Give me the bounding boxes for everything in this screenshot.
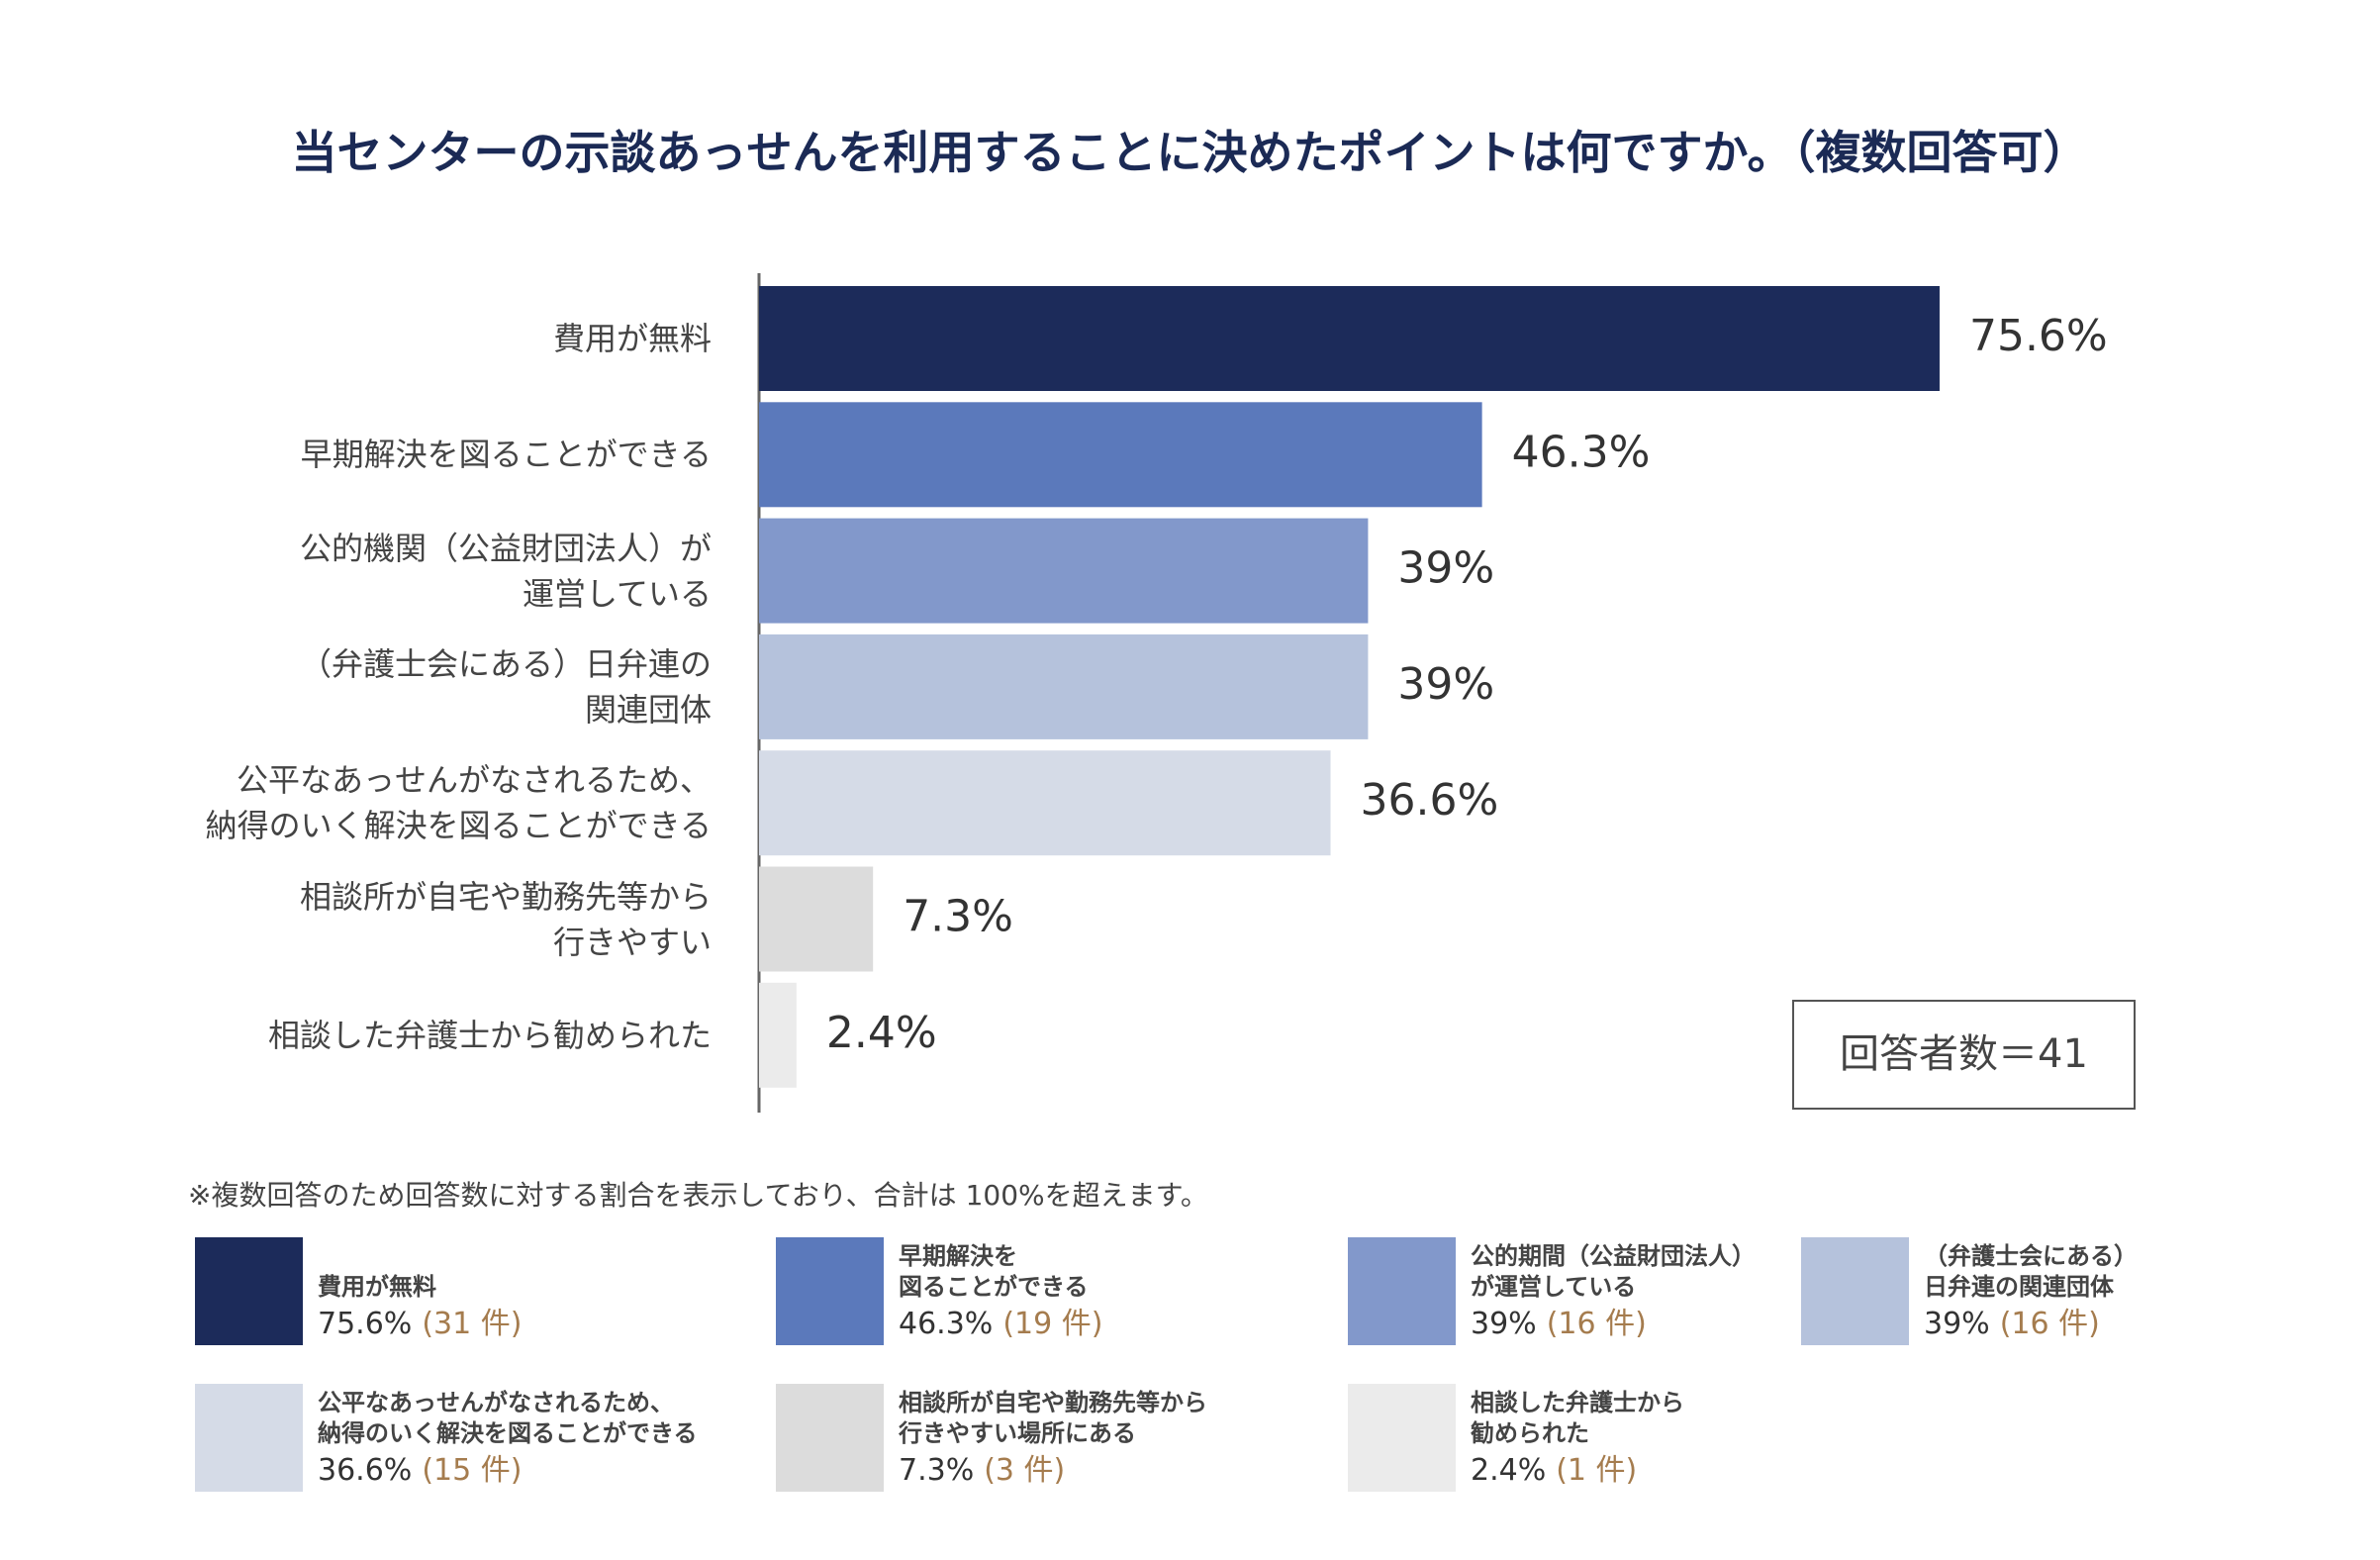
legend-name: 公的期間（公益財団法人） が運営している	[1471, 1237, 1756, 1303]
legend-value-row: 36.6% (15 件)	[318, 1451, 522, 1491]
bar	[759, 518, 1369, 624]
legend-value-row: 75.6% (31 件)	[318, 1305, 522, 1344]
legend-percent: 39%	[1471, 1307, 1537, 1341]
bar	[759, 982, 797, 1088]
legend-count: (16 件)	[1546, 1307, 1647, 1341]
legend-swatch	[1801, 1237, 1909, 1345]
legend-name-text: 公平なあっせんがなされるため、 納得のいく解決を図ることができる	[318, 1389, 698, 1447]
value-label: 2.4%	[826, 1008, 937, 1058]
category-label: 費用が無料	[552, 320, 712, 357]
legend-percent: 39%	[1924, 1307, 1990, 1341]
bar	[759, 286, 1940, 391]
bar	[759, 750, 1331, 856]
value-label: 75.6%	[1969, 311, 2108, 361]
bar	[759, 866, 874, 972]
legend-swatch	[195, 1384, 303, 1492]
legend-percent: 75.6%	[318, 1307, 413, 1341]
legend-value-row: 46.3% (19 件)	[899, 1305, 1102, 1344]
category-label: （弁護士会にある）日弁連の 関連団体	[299, 644, 712, 729]
legend-swatch	[776, 1384, 884, 1492]
legend-value-row: 39% (16 件)	[1471, 1305, 1647, 1344]
legend-swatch	[1348, 1384, 1456, 1492]
value-label: 39%	[1397, 543, 1494, 594]
legend-name-text: 公的期間（公益財団法人） が運営している	[1471, 1242, 1756, 1301]
legend-count: (31 件)	[422, 1307, 523, 1341]
legend-value-row: 39% (16 件)	[1924, 1305, 2100, 1344]
legend-name: （弁護士会にある） 日弁連の関連団体	[1924, 1237, 2138, 1303]
category-label: 相談した弁護士から勧められた	[267, 1016, 712, 1054]
legend-name-text: 費用が無料	[318, 1273, 436, 1301]
value-label: 36.6%	[1361, 775, 1499, 826]
sample-box	[1792, 1000, 2136, 1110]
category-label: 相談所が自宅や勤務先等から 行きやすい	[299, 877, 712, 961]
value-label: 46.3%	[1512, 427, 1651, 477]
sample-size: 回答者数＝41	[1840, 1031, 2088, 1077]
legend-value-row: 2.4% (1 件)	[1471, 1451, 1637, 1491]
legend-name-text: 相談所が自宅や勤務先等から 行きやすい場所にある	[899, 1389, 1207, 1447]
chart-title: 当センターの示談あっせんを利用することに決めたポイントは何ですか。（複数回答可）	[291, 126, 2089, 179]
legend-name: 早期解決を 図ることができる	[899, 1237, 1089, 1303]
category-label: 公的機関（公益財団法人）が 運営している	[299, 529, 712, 613]
legend-count: (16 件)	[1999, 1307, 2100, 1341]
legend-count: (1 件)	[1556, 1453, 1638, 1488]
legend-count: (19 件)	[1002, 1307, 1103, 1341]
legend-count: (15 件)	[422, 1453, 523, 1488]
legend-swatch	[776, 1237, 884, 1345]
legend-swatch	[1348, 1237, 1456, 1345]
legend-name: 相談した弁護士から 勧められた	[1471, 1384, 1684, 1449]
legend-count: (3 件)	[984, 1453, 1066, 1488]
legend-percent: 46.3%	[899, 1307, 994, 1341]
bar	[759, 402, 1482, 508]
legend-percent: 2.4%	[1471, 1453, 1547, 1488]
legend-name: 相談所が自宅や勤務先等から 行きやすい場所にある	[899, 1384, 1207, 1449]
category-label: 早期解決を図ることができる	[300, 436, 712, 474]
value-label: 7.3%	[903, 892, 1013, 942]
bar	[759, 634, 1369, 739]
legend-name-text: （弁護士会にある） 日弁連の関連団体	[1924, 1242, 2138, 1301]
category-label: 公平なあっせんがなされるため、 納得のいく解決を図ることができる	[205, 761, 712, 845]
note: ※複数回答のため回答数に対する割合を表示しており、合計は 100%を超えます。	[188, 1179, 1208, 1212]
legend-value-row: 7.3% (3 件)	[899, 1451, 1065, 1491]
legend-percent: 7.3%	[899, 1453, 975, 1488]
legend-name-text: 相談した弁護士から 勧められた	[1471, 1389, 1684, 1447]
legend-percent: 36.6%	[318, 1453, 413, 1488]
legend-name: 公平なあっせんがなされるため、 納得のいく解決を図ることができる	[318, 1384, 698, 1449]
legend-swatch	[195, 1237, 303, 1345]
legend-name: 費用が無料	[318, 1237, 436, 1303]
value-label: 39%	[1397, 659, 1494, 710]
legend-name-text: 早期解決を 図ることができる	[899, 1242, 1089, 1301]
